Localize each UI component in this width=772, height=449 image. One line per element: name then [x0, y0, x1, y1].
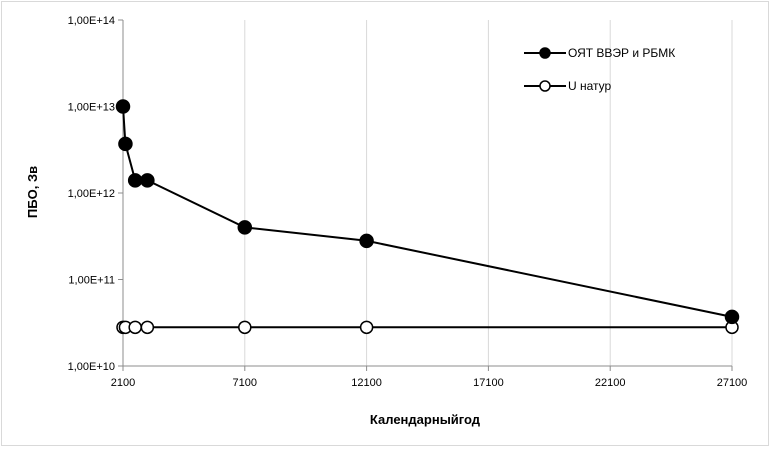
y-tick-labels: 1,00E+10 1,00E+11 1,00E+12 1,00E+13 1,00E+14 [68, 15, 115, 373]
data-point-filled [140, 173, 155, 188]
axes [118, 19, 733, 371]
x-tick-label: 7100 [233, 377, 257, 389]
x-tick-labels: 2100 7100 12100 17100 22100 27100 [111, 377, 748, 389]
series-2 [116, 320, 739, 335]
legend-label-2: U натур [568, 79, 612, 93]
y-tick-label: 1,00E+13 [68, 102, 115, 114]
x-tick-label: 12100 [351, 377, 382, 389]
x-axis-title: Календарныйгод [370, 412, 481, 427]
x-tick-label: 17100 [473, 377, 504, 389]
y-tick-label: 1,00E+11 [68, 275, 115, 287]
series-layer [115, 99, 740, 335]
legend-marker-filled-icon [539, 47, 551, 59]
series-line [122, 106, 733, 318]
series-1 [115, 99, 740, 325]
data-point-filled [237, 220, 253, 235]
data-point-filled [359, 233, 374, 249]
legend-label-1: ОЯТ ВВЭР и РБМК [568, 46, 675, 60]
legend: ОЯТ ВВЭР и РБМК U натур [524, 46, 675, 93]
data-point-filled [115, 99, 131, 114]
data-point-filled [724, 309, 740, 325]
x-tick-label: 22100 [595, 377, 626, 389]
data-point-open [140, 320, 155, 335]
data-point-open [238, 320, 252, 335]
y-tick-label: 1,00E+10 [68, 361, 115, 373]
data-point-filled [127, 173, 143, 188]
x-tick-label: 2100 [111, 377, 135, 389]
data-point-filled [118, 136, 133, 152]
grid [244, 20, 733, 366]
x-tick-label: 27100 [717, 377, 748, 389]
y-axis-title: ПБО, Зв [25, 166, 40, 218]
y-tick-label: 1,00E+12 [68, 188, 115, 200]
legend-marker-open-icon [539, 80, 551, 92]
data-point-open [128, 320, 142, 335]
y-tick-label: 1,00E+14 [68, 15, 115, 27]
data-point-open [359, 320, 374, 335]
